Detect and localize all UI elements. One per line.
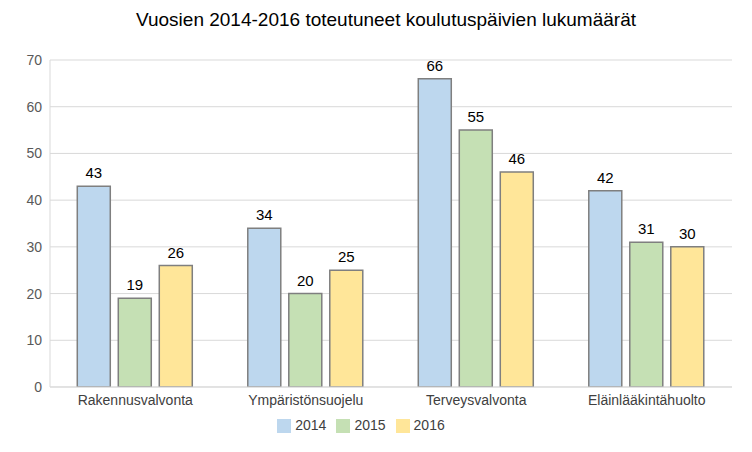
svg-text:34: 34: [256, 206, 273, 223]
svg-text:50: 50: [26, 145, 42, 161]
svg-text:55: 55: [467, 108, 484, 125]
svg-text:70: 70: [26, 52, 42, 68]
svg-text:20: 20: [26, 286, 42, 302]
svg-text:60: 60: [26, 99, 42, 115]
html-text:2016: 2016: [413, 417, 445, 433]
svg-text:40: 40: [26, 192, 42, 208]
svg-text:42: 42: [597, 169, 614, 186]
html-text:2014: 2014: [295, 417, 327, 433]
svg-text:31: 31: [638, 220, 655, 237]
svg-text:25: 25: [338, 248, 355, 265]
svg-text:Eläinlääkintähuolto: Eläinlääkintähuolto: [588, 392, 706, 408]
svg-text:Rakennusvalvonta: Rakennusvalvonta: [78, 392, 193, 408]
svg-text:30: 30: [26, 239, 42, 255]
svg-text:20: 20: [297, 272, 314, 289]
svg-text:Ympäristönsuojelu: Ympäristönsuojelu: [248, 392, 363, 408]
svg-text:26: 26: [167, 244, 184, 261]
svg-text:66: 66: [426, 57, 443, 74]
html-text:2015: 2015: [354, 417, 386, 433]
svg-text:Terveysvalvonta: Terveysvalvonta: [426, 392, 527, 408]
svg-text:46: 46: [508, 150, 525, 167]
svg-text:10: 10: [26, 332, 42, 348]
svg-text:43: 43: [85, 164, 102, 181]
svg-text:30: 30: [679, 225, 696, 242]
svg-text:19: 19: [126, 276, 143, 293]
html-text:Vuosien 2014-2016 toteutuneet: Vuosien 2014-2016 toteutuneet koulutuspä…: [136, 9, 636, 30]
svg-text:0: 0: [34, 379, 42, 395]
